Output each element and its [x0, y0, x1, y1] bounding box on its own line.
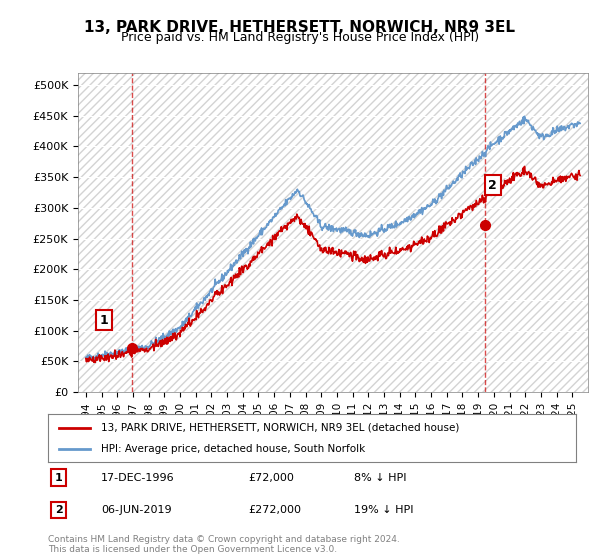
Text: 8% ↓ HPI: 8% ↓ HPI — [354, 473, 407, 483]
Text: 06-JUN-2019: 06-JUN-2019 — [101, 505, 172, 515]
Text: 19% ↓ HPI: 19% ↓ HPI — [354, 505, 414, 515]
Text: 2: 2 — [55, 505, 62, 515]
Text: 13, PARK DRIVE, HETHERSETT, NORWICH, NR9 3EL: 13, PARK DRIVE, HETHERSETT, NORWICH, NR9… — [85, 20, 515, 35]
Text: 13, PARK DRIVE, HETHERSETT, NORWICH, NR9 3EL (detached house): 13, PARK DRIVE, HETHERSETT, NORWICH, NR9… — [101, 423, 459, 433]
Text: 2: 2 — [488, 179, 497, 192]
Text: £72,000: £72,000 — [248, 473, 295, 483]
Text: £272,000: £272,000 — [248, 505, 302, 515]
Text: HPI: Average price, detached house, South Norfolk: HPI: Average price, detached house, Sout… — [101, 444, 365, 454]
Text: 17-DEC-1996: 17-DEC-1996 — [101, 473, 175, 483]
Text: Price paid vs. HM Land Registry's House Price Index (HPI): Price paid vs. HM Land Registry's House … — [121, 31, 479, 44]
Text: 1: 1 — [55, 473, 62, 483]
Text: 1: 1 — [100, 314, 109, 326]
Text: Contains HM Land Registry data © Crown copyright and database right 2024.
This d: Contains HM Land Registry data © Crown c… — [48, 535, 400, 554]
